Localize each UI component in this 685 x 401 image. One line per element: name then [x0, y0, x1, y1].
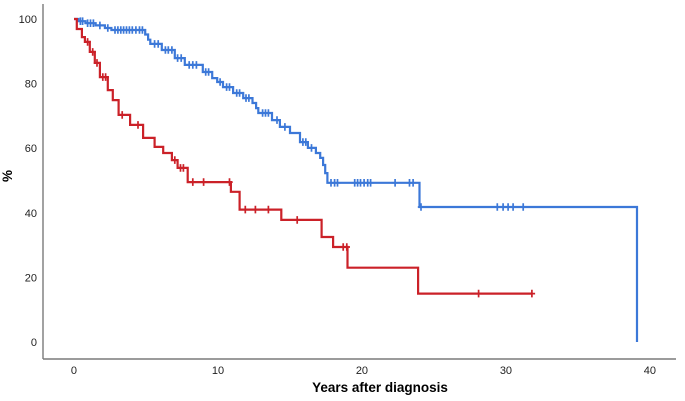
x-axis-title: Years after diagnosis — [312, 380, 448, 395]
censor-mark — [409, 179, 417, 187]
axes — [42, 4, 676, 360]
censor-mark — [90, 19, 97, 27]
censor-mark — [139, 26, 146, 34]
x-tick-label-10: 10 — [212, 365, 224, 377]
censor-mark — [134, 121, 142, 129]
censor-mark — [193, 61, 200, 69]
censor-mark — [308, 144, 315, 152]
y-tick-label-20: 20 — [25, 272, 37, 284]
y-tick-label-40: 40 — [25, 208, 37, 220]
censor-mark — [226, 83, 233, 91]
censor-mark — [528, 289, 536, 298]
censor-mark — [252, 205, 259, 214]
censor-mark — [273, 116, 281, 124]
censor-mark — [168, 46, 176, 54]
series-group-1-blue — [74, 17, 639, 342]
censor-mark — [102, 73, 109, 81]
censor-mark — [89, 48, 96, 56]
censor-mark — [178, 54, 185, 62]
censor-mark — [520, 203, 527, 211]
censor-mark — [343, 243, 350, 251]
censor-mark — [475, 289, 482, 298]
censor-mark — [200, 178, 207, 186]
x-tick-labels: 0 10 20 30 40 — [71, 365, 656, 377]
censor-mark — [509, 203, 517, 211]
x-tick-label-20: 20 — [356, 365, 368, 377]
censor-mark — [96, 21, 104, 30]
censor-mark — [189, 178, 196, 186]
censor-mark — [226, 178, 233, 186]
censor-mark — [93, 59, 101, 67]
censor-mark — [391, 179, 399, 187]
censor-mark — [104, 24, 111, 32]
censor-mark — [242, 205, 249, 214]
censor-mark — [367, 179, 374, 187]
x-tick-label-40: 40 — [644, 365, 656, 377]
series-group-2-red — [74, 17, 536, 298]
censor-mark — [84, 38, 91, 46]
censor-mark — [417, 203, 425, 211]
y-axis-title: % — [0, 170, 15, 182]
y-tick-label-100: 100 — [19, 14, 37, 26]
censor-mark — [265, 205, 272, 214]
censor-mark — [236, 89, 243, 97]
survival-curve-group-2-red — [74, 17, 532, 295]
x-tick-label-30: 30 — [500, 365, 512, 377]
censor-mark — [494, 203, 501, 211]
survival-curves — [74, 17, 639, 342]
censor-mark — [180, 164, 187, 172]
y-tick-label-0: 0 — [31, 337, 37, 349]
y-tick-label-60: 60 — [25, 143, 37, 155]
y-tick-label-80: 80 — [25, 79, 37, 91]
censor-mark — [294, 216, 301, 224]
censor-mark — [334, 179, 341, 187]
censor-mark — [265, 109, 272, 117]
x-tick-label-0: 0 — [71, 365, 77, 377]
censor-mark — [302, 138, 309, 146]
censor-mark — [216, 78, 224, 86]
y-tick-labels: 0 20 40 60 80 100 — [19, 14, 37, 349]
censor-mark — [281, 123, 289, 131]
censor-mark — [155, 40, 162, 48]
censor-mark — [245, 94, 253, 102]
censor-mark — [119, 111, 126, 119]
censor-mark — [205, 68, 212, 76]
censor-mark — [79, 17, 86, 25]
censor-mark — [171, 156, 178, 164]
